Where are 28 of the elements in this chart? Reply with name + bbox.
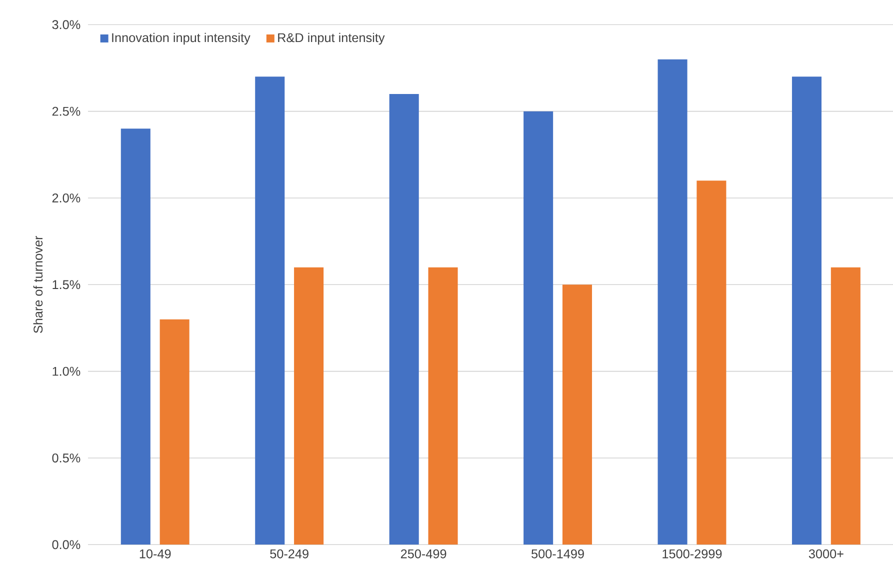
x-tick-label: 3000+ [808, 549, 844, 558]
y-tick-label: 0.5% [52, 454, 80, 462]
legend-label: Innovation input intensity [112, 32, 250, 45]
bar [255, 76, 285, 545]
bar [658, 59, 688, 545]
y-tick-label: 0.0% [52, 540, 80, 550]
bar [830, 267, 860, 545]
x-tick-label: 1500-2999 [662, 549, 722, 558]
y-tick-label: 2.5% [52, 106, 80, 116]
y-tick-label: 2.0% [52, 194, 80, 202]
bar [389, 94, 419, 545]
bar [160, 319, 190, 545]
x-tick-label: 250-499 [400, 549, 446, 558]
bar [120, 128, 150, 545]
x-tick-label: 10-49 [140, 549, 171, 558]
bar [294, 267, 324, 545]
y-axis-title: Share of turnover [33, 236, 43, 334]
bar [524, 111, 554, 545]
y-tick-label: 1.0% [52, 366, 80, 376]
x-tick-label: 500-1499 [532, 549, 584, 558]
legend-label: R&D input intensity [278, 32, 385, 45]
y-tick-label: 1.5% [52, 280, 80, 290]
bar [696, 180, 726, 545]
y-tick-label: 3.0% [52, 20, 80, 30]
x-tick-label: 50-249 [270, 549, 308, 558]
bar [562, 284, 592, 545]
bar [428, 267, 458, 545]
bar [792, 76, 822, 545]
